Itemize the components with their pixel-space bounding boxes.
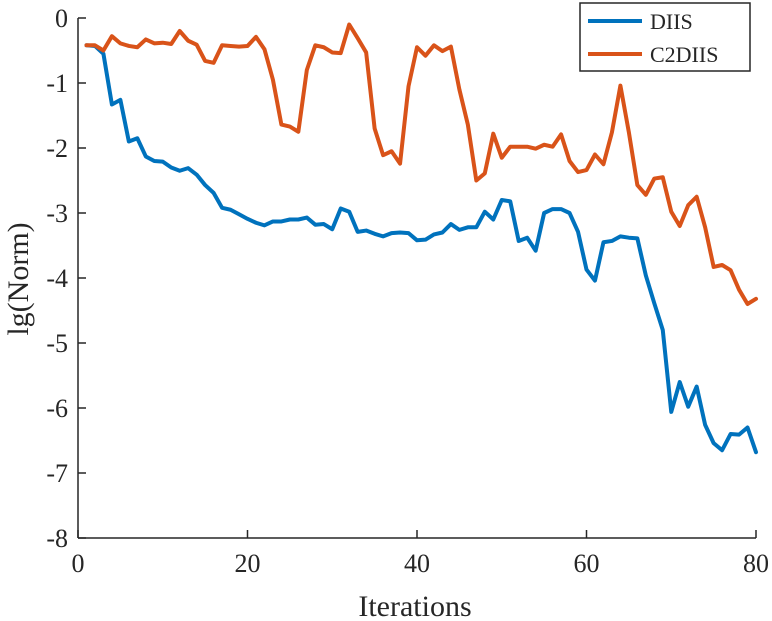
y-tick-label: -6 <box>46 394 68 423</box>
x-tick-label: 0 <box>72 549 85 578</box>
y-tick-label: -4 <box>46 264 68 293</box>
series-line-c2diis <box>84 22 758 306</box>
y-tick-label: -7 <box>46 459 68 488</box>
legend-box <box>579 2 751 72</box>
legend-label-c2diis: C2DIIS <box>650 42 718 67</box>
y-tick-label: -1 <box>46 69 68 98</box>
legend: DIIS C2DIIS <box>579 2 751 72</box>
y-tick-label: -3 <box>46 199 68 228</box>
y-tick-label: -2 <box>46 134 68 163</box>
y-tick-label: -5 <box>46 329 68 358</box>
ticks-layer: 0 20 40 60 80 0 -1 -2 -3 -4 -5 -6 -7 -8 <box>46 4 769 578</box>
x-tick-label: 80 <box>743 549 769 578</box>
y-tick-label: -8 <box>46 524 68 553</box>
series-line-diis <box>84 43 758 455</box>
y-axis-label: lg(Norm) <box>2 222 35 335</box>
y-tick-label: 0 <box>55 4 68 33</box>
x-axis-label: Iterations <box>358 590 471 621</box>
series-layer <box>84 22 758 455</box>
x-tick-label: 20 <box>235 549 261 578</box>
legend-label-diis: DIIS <box>650 9 693 34</box>
x-tick-label: 40 <box>404 549 430 578</box>
x-tick-label: 60 <box>574 549 600 578</box>
